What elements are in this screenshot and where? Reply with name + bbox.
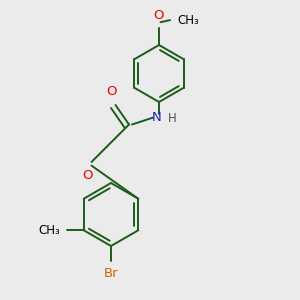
Text: Br: Br [104,267,118,280]
Text: H: H [167,112,176,125]
Text: O: O [107,85,117,98]
Text: O: O [154,9,164,22]
Text: O: O [83,169,93,182]
Text: CH₃: CH₃ [177,14,199,27]
Text: N: N [152,111,161,124]
Text: CH₃: CH₃ [38,224,60,237]
